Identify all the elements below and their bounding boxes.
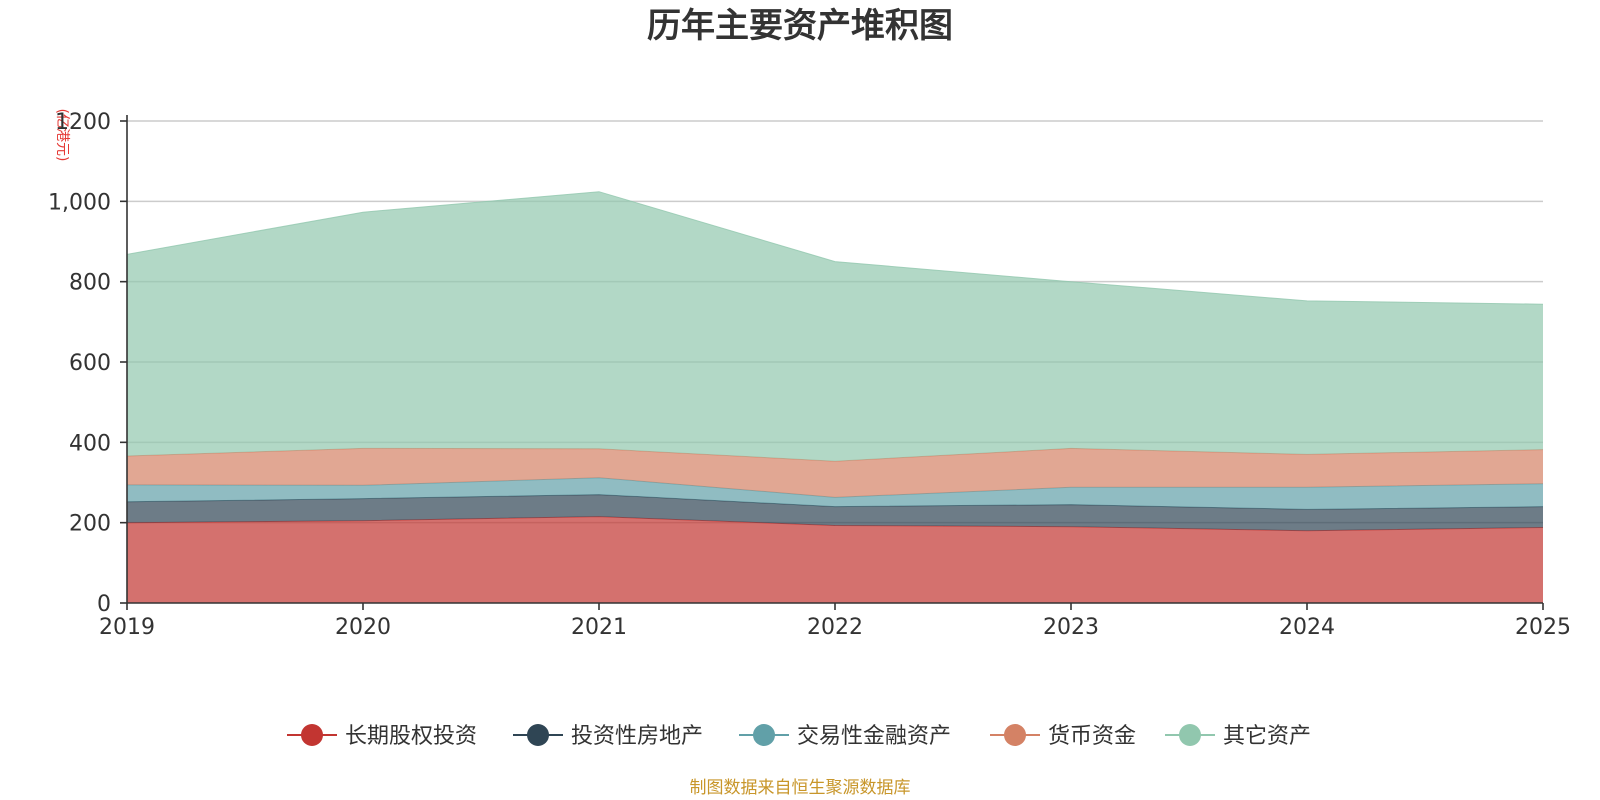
legend-circle-marker xyxy=(1179,724,1201,746)
y-tick-label: 200 xyxy=(69,512,111,537)
legend-item-4[interactable]: 其它资产 xyxy=(1165,724,1311,749)
legend-item-1[interactable]: 投资性房地产 xyxy=(513,724,703,749)
y-tick-label: 1,000 xyxy=(48,190,111,215)
legend[interactable]: 长期股权投资 投资性房地产 交易性金融资产 货币资金 其它资产 xyxy=(287,724,1311,749)
area-series-4 xyxy=(127,191,1543,462)
legend-label: 交易性金融资产 xyxy=(797,724,951,749)
y-tick-label: 1200 xyxy=(55,110,111,135)
x-tick-label: 2020 xyxy=(335,615,391,640)
x-tick-label: 2019 xyxy=(99,615,155,640)
y-tick-label: 600 xyxy=(69,351,111,376)
legend-circle-marker xyxy=(527,724,549,746)
x-tick-label: 2025 xyxy=(1515,615,1571,640)
area-series-3 xyxy=(127,448,1543,498)
legend-circle-marker xyxy=(753,724,775,746)
x-tick-label: 2022 xyxy=(807,615,863,640)
legend-label: 其它资产 xyxy=(1223,724,1311,749)
legend-item-2[interactable]: 交易性金融资产 xyxy=(739,724,951,749)
area-series-2 xyxy=(127,477,1543,510)
legend-label: 货币资金 xyxy=(1048,724,1136,749)
x-tick-label: 2024 xyxy=(1279,615,1335,640)
chart-title: 历年主要资产堆积图 xyxy=(647,6,953,46)
y-tick-label: 400 xyxy=(69,431,111,456)
y-tick-label: 0 xyxy=(97,592,111,617)
y-axis-unit-label: (亿港元) xyxy=(54,109,70,162)
area-series-0 xyxy=(127,516,1543,603)
legend-circle-marker xyxy=(1004,724,1026,746)
legend-label: 长期股权投资 xyxy=(345,724,477,749)
x-tick-label: 2021 xyxy=(571,615,627,640)
legend-circle-marker xyxy=(301,724,323,746)
area-series xyxy=(126,191,1544,603)
legend-label: 投资性房地产 xyxy=(571,724,703,749)
legend-item-3[interactable]: 货币资金 xyxy=(990,724,1136,749)
area-series-edge-4 xyxy=(126,191,1544,305)
legend-item-0[interactable]: 长期股权投资 xyxy=(287,724,477,749)
axes: 0 200 400 600 800 1,000 1200 2019 2020 2021 2022 20… xyxy=(48,110,1571,640)
x-tick-label: 2023 xyxy=(1043,615,1099,640)
y-tick-label: 800 xyxy=(69,271,111,296)
area-series-1 xyxy=(127,494,1543,531)
source-note: 制图数据来自恒生聚源数据库 xyxy=(690,778,911,798)
